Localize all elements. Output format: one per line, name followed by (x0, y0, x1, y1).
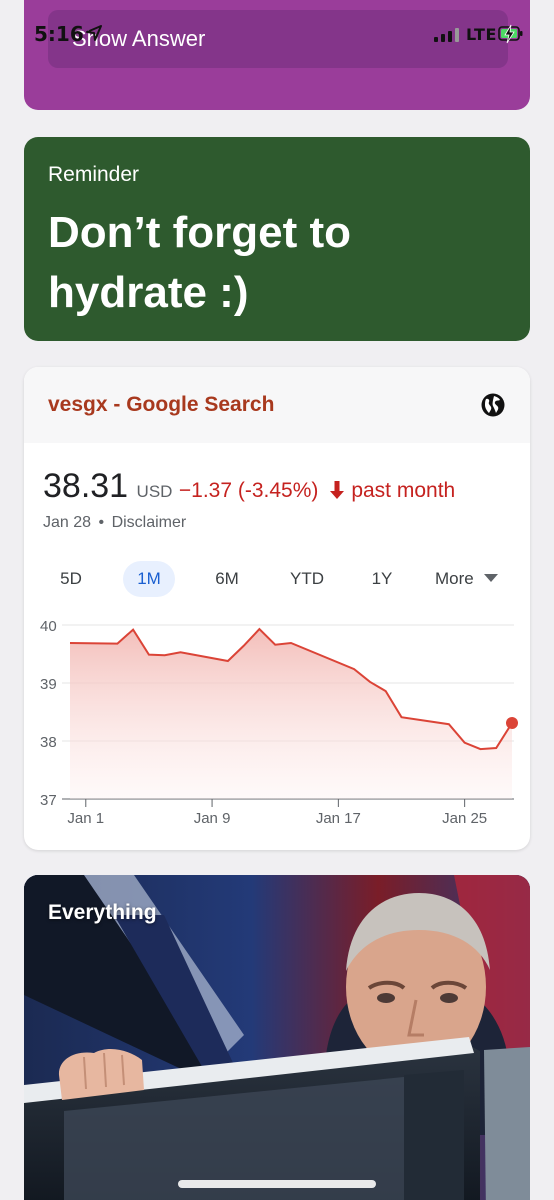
tab-1m[interactable]: 1M (123, 561, 175, 597)
more-dropdown[interactable]: More (425, 561, 515, 597)
reminder-label: Reminder (48, 163, 140, 186)
quote-date: Jan 28 (43, 514, 92, 531)
show-answer-button[interactable]: Show Answer (48, 10, 508, 68)
reminder-message: Don’t forget to hydrate :) (48, 208, 352, 317)
network-type: LTE (466, 25, 497, 44)
location-arrow-icon (86, 25, 102, 41)
y-tick-label-39: 39 (40, 676, 57, 693)
price-row: 38.31 USD −1.37 (-3.45%) past month (43, 467, 455, 506)
widget-header: vesgx - Google Search (24, 367, 530, 443)
meta-separator: • (98, 514, 105, 531)
search-title-link[interactable]: vesgx - Google Search (48, 393, 275, 416)
status-time: 5:16 (34, 22, 84, 46)
x-tick-label: Jan 9 (194, 810, 231, 827)
flashcard-widget: Show Answer (24, 0, 530, 110)
chart-price-line (69, 627, 513, 751)
everything-label: Everything (48, 901, 157, 924)
stock-price: 38.31 (43, 467, 129, 505)
x-tick-label: Jan 17 (316, 810, 361, 827)
cellular-signal-icon (434, 28, 459, 42)
x-tick-label: Jan 1 (67, 810, 104, 827)
meta-row: Jan 28 • Disclaimer (43, 514, 186, 532)
more-label: More (435, 569, 474, 588)
change-period: past month (351, 479, 456, 502)
range-tabs: 5D 1M 6M YTD 1Y More (43, 561, 513, 597)
news-photo (24, 875, 530, 1200)
status-bar: 5:16 LTE (0, 0, 554, 60)
currency-label: USD (136, 482, 173, 501)
tab-ytd[interactable]: YTD (290, 569, 324, 588)
tab-5d[interactable]: 5D (60, 569, 82, 588)
tab-1y[interactable]: 1Y (371, 569, 393, 588)
globe-icon[interactable] (480, 392, 506, 418)
y-tick-label-38: 38 (40, 734, 57, 751)
everything-widget[interactable]: Everything (24, 875, 530, 1200)
y-tick-label-37: 37 (40, 792, 57, 809)
google-search-widget[interactable]: vesgx - Google Search 38.31 USD −1.37 (-… (24, 367, 530, 850)
caret-down-icon (483, 574, 498, 582)
y-tick-label-40: 40 (40, 618, 57, 635)
chart-current-point (506, 717, 518, 730)
reminder-widget[interactable]: Reminder Don’t forget to hydrate :) (24, 137, 530, 341)
chart-area-fill (70, 629, 512, 799)
price-change: −1.37 (-3.45%) (178, 479, 319, 502)
price-chart[interactable]: 40 39 38 37 Jan 1 Jan 9 Jan 17 Jan 25 (24, 603, 530, 829)
x-tick-label: Jan 25 (442, 810, 487, 827)
arrow-down-icon (329, 481, 344, 499)
home-indicator[interactable] (178, 1180, 376, 1188)
tab-6m[interactable]: 6M (215, 569, 239, 588)
disclaimer-link[interactable]: Disclaimer (111, 514, 187, 531)
battery-charging-icon (498, 24, 523, 44)
